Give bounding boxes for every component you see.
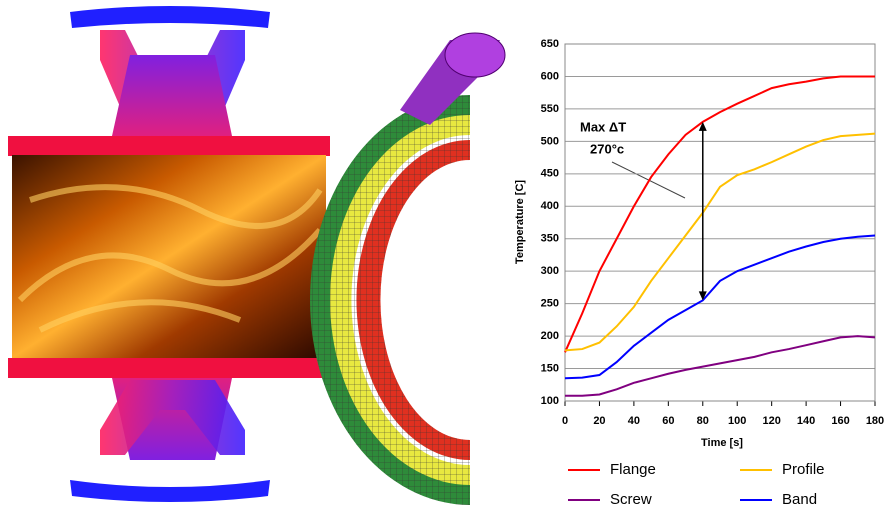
y-tick-label: 300 — [541, 265, 559, 277]
legend-label: Screw — [610, 491, 652, 508]
annotation: 270°c — [590, 141, 624, 156]
legend-label: Flange — [610, 461, 656, 478]
series-line — [565, 335, 876, 397]
legend-label: Profile — [782, 461, 825, 478]
x-tick-label: 0 — [562, 415, 568, 427]
x-tick-label: 160 — [831, 415, 849, 427]
y-tick-label: 450 — [541, 168, 559, 180]
y-tick-label: 350 — [541, 233, 559, 245]
y-tick-label: 100 — [541, 395, 559, 407]
x-tick-label: 40 — [628, 415, 640, 427]
x-tick-label: 80 — [697, 415, 709, 427]
y-tick-label: 600 — [541, 70, 559, 82]
y-tick-label: 550 — [541, 103, 559, 115]
y-tick-label: 250 — [541, 298, 559, 310]
arrow-head — [698, 291, 707, 301]
series-line — [564, 234, 876, 380]
x-tick-label: 100 — [728, 415, 746, 427]
series-line — [564, 75, 875, 353]
y-tick-label: 500 — [541, 135, 559, 147]
arrow-head — [698, 121, 707, 131]
y-tick-label: 650 — [541, 38, 559, 50]
y-tick-label: 150 — [541, 362, 559, 374]
clamp-illustration — [8, 6, 330, 502]
x-tick-label: 180 — [866, 415, 884, 427]
x-tick-label: 20 — [593, 415, 605, 427]
x-tick-label: 60 — [662, 415, 674, 427]
y-tick-label: 400 — [541, 200, 559, 212]
legend-label: Band — [782, 491, 817, 508]
y-tick-label: 200 — [541, 330, 559, 342]
series-line — [564, 132, 876, 352]
x-axis-label: Time [s] — [701, 437, 743, 449]
plot-frame — [564, 43, 876, 402]
fem-mesh — [310, 32, 506, 505]
x-tick-label: 140 — [797, 415, 815, 427]
annotation: Max ΔT — [580, 119, 626, 134]
y-axis-label: Temperature [C] — [514, 180, 526, 264]
x-tick-label: 120 — [762, 415, 780, 427]
